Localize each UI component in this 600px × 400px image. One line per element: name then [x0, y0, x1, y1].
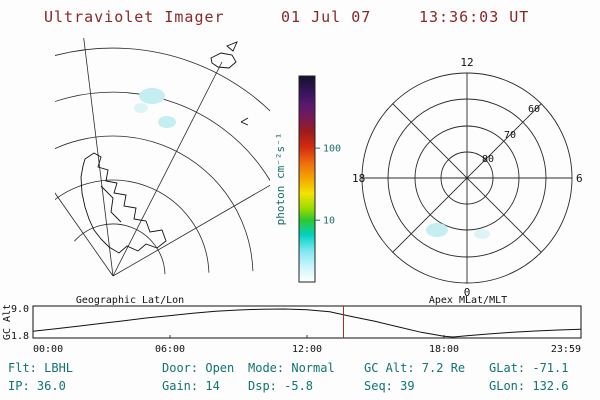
x-tick-2359: 23:59	[551, 344, 581, 355]
mlat-ring-label-70: 70	[504, 130, 516, 141]
app-title: Ultraviolet Imager	[44, 8, 225, 26]
status-flt: Flt: LBHL	[8, 361, 74, 375]
mlt-label-6: 6	[576, 172, 583, 185]
status-glat: GLat: -71.1	[489, 361, 569, 375]
status-dsp: Dsp: -5.8	[248, 379, 314, 393]
geographic-grid	[55, 38, 270, 277]
status-gain: Gain: 14	[162, 379, 220, 393]
coastline	[80, 41, 249, 254]
geographic-map-panel	[55, 38, 270, 277]
auroral-emission-map	[134, 88, 176, 128]
y-tick-top: 9.0	[11, 304, 29, 315]
map-panel-caption: Geographic Lat/Lon	[76, 295, 184, 306]
polar-grid	[361, 72, 573, 284]
x-tick-0000: 00:00	[33, 344, 63, 355]
x-tick-1800: 18:00	[429, 344, 459, 355]
status-glon: GLon: 132.6	[489, 379, 569, 393]
colorbar-panel: photon cm⁻²s⁻¹ 100 10	[274, 75, 341, 283]
status-door: Door: Open	[162, 361, 235, 375]
x-tick-0600: 06:00	[155, 344, 185, 355]
polar-panel-caption: Apex MLat/MLT	[429, 295, 507, 306]
status-seq: Seq: 39	[364, 379, 415, 393]
apex-polar-panel: 12 18 6 0 60 70 80	[352, 56, 583, 299]
svg-text:100: 100	[323, 144, 341, 155]
mlt-label-12: 12	[460, 56, 473, 69]
gc-alt-curve	[32, 308, 581, 338]
mlt-label-0: 0	[464, 286, 471, 299]
svg-text:10: 10	[323, 216, 335, 227]
auroral-emission-polar	[426, 223, 490, 239]
colorbar-label: photon cm⁻²s⁻¹	[274, 133, 287, 226]
y-axis-label: GC Alt	[2, 304, 13, 340]
status-ip: IP: 36.0	[8, 379, 66, 393]
date-label: 01 Jul 07	[281, 8, 372, 26]
y-tick-bottom: 1.8	[11, 331, 29, 342]
mlat-ring-label-60: 60	[528, 104, 540, 115]
colorbar-ticks: 100 10	[315, 144, 341, 227]
status-mode: Mode: Normal	[248, 361, 335, 375]
mlat-ring-label-80: 80	[482, 154, 494, 165]
colorbar-gradient	[298, 75, 316, 283]
time-label: 13:36:03 UT	[419, 8, 530, 26]
status-gc-alt: GC Alt: 7.2 Re	[364, 361, 466, 375]
gc-alt-strip-chart: Geographic Lat/Lon Apex MLat/MLT GC Alt …	[2, 295, 582, 355]
x-tick-1200: 12:00	[292, 344, 322, 355]
mlt-label-18: 18	[352, 172, 365, 185]
